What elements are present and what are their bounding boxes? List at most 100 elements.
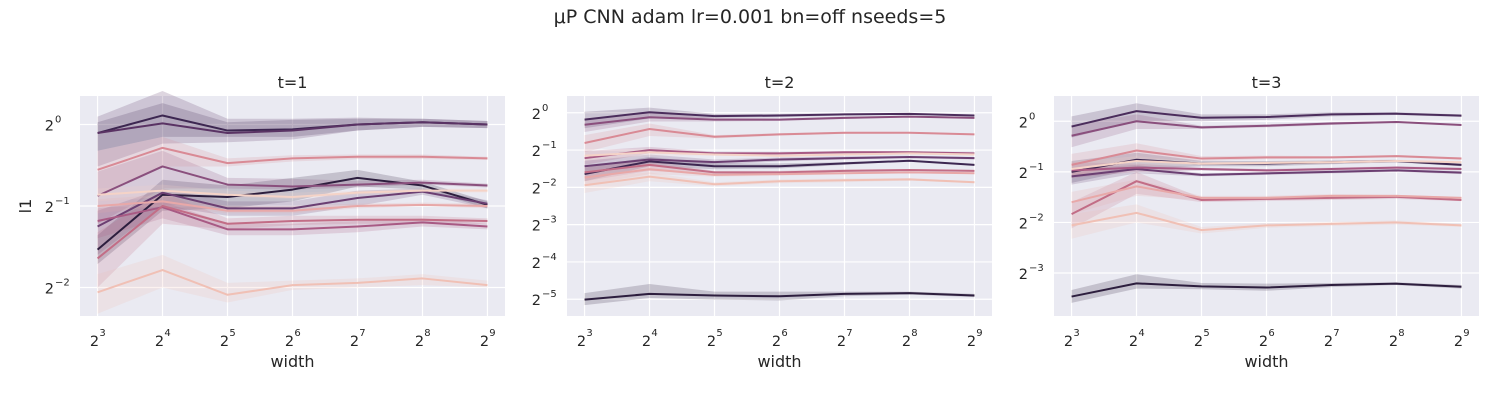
- series-line: [1071, 168, 1462, 178]
- confidence-band: [97, 194, 488, 214]
- x-tick-label: 2: [155, 334, 164, 350]
- series-line: [584, 151, 975, 157]
- series-line: [584, 111, 975, 121]
- x-tick-label: 2: [967, 334, 976, 350]
- y-tick-exponent: −3: [542, 215, 557, 226]
- y-tick-exponent: −2: [1029, 212, 1044, 223]
- y-tick-exponent: 0: [55, 115, 61, 126]
- y-tick-exponent: −1: [55, 196, 70, 207]
- series-line: [96, 205, 488, 260]
- confidence-band: [584, 283, 975, 306]
- x-tick-label: 2: [480, 334, 489, 350]
- series-line: [96, 176, 488, 251]
- x-tick-label: 2: [1194, 334, 1203, 350]
- series-line: [1071, 149, 1462, 166]
- x-tick-label: 2: [415, 334, 424, 350]
- subplot-title: t=3: [1252, 73, 1282, 92]
- confidence-band: [1071, 204, 1462, 239]
- figure-title: μP CNN adam lr=0.001 bn=off nseeds=5: [554, 6, 947, 28]
- series-line: [1071, 120, 1462, 137]
- y-tick-label: 2: [532, 256, 541, 272]
- series-line: [584, 115, 975, 126]
- x-tick-exponent: 5: [1203, 328, 1209, 339]
- x-tick-label: 2: [1259, 334, 1268, 350]
- confidence-band: [584, 172, 975, 194]
- confidence-band: [97, 136, 488, 195]
- x-tick-exponent: 3: [99, 328, 105, 339]
- confidence-band: [584, 160, 975, 182]
- subplot-title: t=1: [278, 73, 308, 92]
- confidence-band: [97, 184, 488, 202]
- series-line: [584, 149, 975, 160]
- x-tick-label: 2: [220, 334, 229, 350]
- y-axis-label: l1: [16, 199, 35, 214]
- series-line: [97, 190, 488, 228]
- confidence-band: [1071, 274, 1462, 303]
- series-line: [1071, 166, 1462, 172]
- x-tick-exponent: 7: [846, 328, 852, 339]
- x-axis-label: width: [757, 352, 801, 371]
- y-tick-label: 2: [532, 219, 541, 235]
- x-axis-label: width: [1244, 352, 1288, 371]
- confidence-band: [97, 201, 488, 239]
- x-tick-exponent: 6: [294, 328, 300, 339]
- x-tick-exponent: 6: [781, 328, 787, 339]
- series-line: [97, 121, 488, 135]
- x-tick-label: 2: [285, 334, 294, 350]
- subplot-title: t=2: [765, 73, 795, 92]
- x-tick-exponent: 4: [651, 328, 657, 339]
- x-tick-label: 2: [837, 334, 846, 350]
- series-line: [97, 269, 488, 296]
- confidence-band: [1071, 103, 1462, 138]
- series-line: [584, 168, 975, 179]
- y-tick-exponent: −2: [55, 277, 70, 288]
- series-line: [584, 127, 975, 144]
- x-tick-label: 2: [642, 334, 651, 350]
- y-tick-exponent: −4: [542, 252, 557, 263]
- x-tick-exponent: 4: [164, 328, 170, 339]
- series-line: [97, 165, 488, 197]
- x-tick-label: 2: [902, 334, 911, 350]
- series-line: [97, 189, 488, 198]
- confidence-band: [584, 123, 975, 153]
- x-tick-label: 2: [707, 334, 716, 350]
- series-line: [1071, 110, 1462, 128]
- y-tick-exponent: −2: [542, 177, 557, 188]
- x-tick-exponent: 3: [586, 328, 592, 339]
- y-tick-label: 2: [45, 119, 54, 135]
- x-tick-label: 2: [1389, 334, 1398, 350]
- y-tick-exponent: 0: [1029, 111, 1035, 122]
- x-tick-label: 2: [1129, 334, 1138, 350]
- series-line: [97, 146, 488, 171]
- series-line: [584, 175, 975, 187]
- x-tick-label: 2: [90, 334, 99, 350]
- y-tick-exponent: −3: [1029, 263, 1044, 274]
- x-axis-label: width: [270, 352, 314, 371]
- x-tick-exponent: 3: [1073, 328, 1079, 339]
- y-tick-exponent: 0: [542, 103, 548, 114]
- x-tick-exponent: 9: [489, 328, 495, 339]
- x-tick-label: 2: [772, 334, 781, 350]
- y-tick-label: 2: [532, 144, 541, 160]
- y-tick-label: 2: [45, 200, 54, 216]
- x-tick-exponent: 8: [1398, 328, 1404, 339]
- series-line: [584, 163, 975, 174]
- x-tick-label: 2: [577, 334, 586, 350]
- y-tick-label: 2: [532, 181, 541, 197]
- series-line: [1071, 160, 1462, 170]
- confidence-band: [1071, 164, 1462, 185]
- y-tick-label: 2: [1019, 216, 1028, 232]
- series-line: [1071, 180, 1462, 216]
- x-tick-exponent: 5: [229, 328, 235, 339]
- series-line: [584, 159, 975, 176]
- y-tick-label: 2: [1019, 115, 1028, 131]
- series-line: [584, 155, 975, 168]
- x-tick-exponent: 7: [1333, 328, 1339, 339]
- confidence-band: [1071, 171, 1462, 229]
- confidence-band: [97, 103, 488, 151]
- series-line: [584, 292, 975, 301]
